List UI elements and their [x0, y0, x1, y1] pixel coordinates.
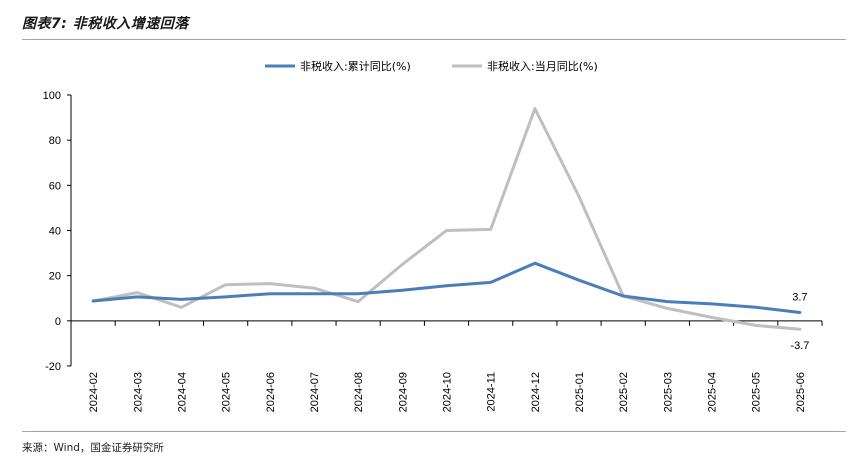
- x-tick-label: 2025-01: [574, 372, 586, 412]
- legend-label-cumulative: 非税收入:累计同比(%): [300, 59, 411, 73]
- axes: -20 0 20 40 60 80 100 2024-02 2024-03 2024-04 2024…: [43, 90, 823, 412]
- x-tick-label: 2024-04: [176, 372, 188, 412]
- y-tick-label: -20: [45, 361, 61, 373]
- data-label-cumulative-last: 3.7: [792, 291, 807, 303]
- figure-title: 图表7: 非税收入增速回落: [22, 16, 189, 32]
- x-tick-label: 2024-12: [530, 372, 542, 412]
- x-tick-label: 2025-04: [707, 372, 719, 412]
- y-tick-label: 20: [49, 271, 61, 283]
- y-tick-label: 60: [49, 180, 61, 192]
- x-tick-label: 2024-05: [221, 372, 233, 412]
- x-tick-label: 2025-02: [618, 372, 630, 412]
- y-tick-label: 0: [55, 316, 61, 328]
- series-group: [91, 107, 802, 331]
- y-tick-label: 80: [49, 135, 61, 147]
- source-note: 来源：Wind，国金证券研究所: [22, 442, 164, 454]
- top-rule: [22, 39, 846, 40]
- x-tick-label: 2025-06: [795, 372, 807, 412]
- x-tick-label: 2024-09: [397, 372, 409, 412]
- series-line-cumulative: [91, 261, 802, 314]
- bottom-rule: [22, 431, 846, 432]
- data-label-monthly-last: -3.7: [790, 340, 809, 352]
- legend-label-monthly: 非税收入:当月同比(%): [487, 59, 598, 73]
- y-tick-label: 40: [49, 226, 61, 238]
- x-tick-label: 2025-03: [662, 372, 674, 412]
- x-tick-label: 2024-02: [88, 372, 100, 412]
- x-tick-label: 2024-08: [353, 372, 365, 412]
- x-tick-label: 2024-07: [309, 372, 321, 412]
- legend: 非税收入:累计同比(%) 非税收入:当月同比(%): [265, 59, 598, 73]
- series-line-monthly: [91, 107, 802, 331]
- x-tick-label: 2024-11: [486, 372, 498, 412]
- y-tick-label: 100: [43, 90, 61, 102]
- x-tick-label: 2025-05: [751, 372, 763, 412]
- data-labels: 3.7 -3.7: [790, 291, 809, 352]
- x-tick-label: 2024-03: [132, 372, 144, 412]
- x-tick-label: 2024-06: [265, 372, 277, 412]
- x-tick-label: 2024-10: [442, 372, 454, 412]
